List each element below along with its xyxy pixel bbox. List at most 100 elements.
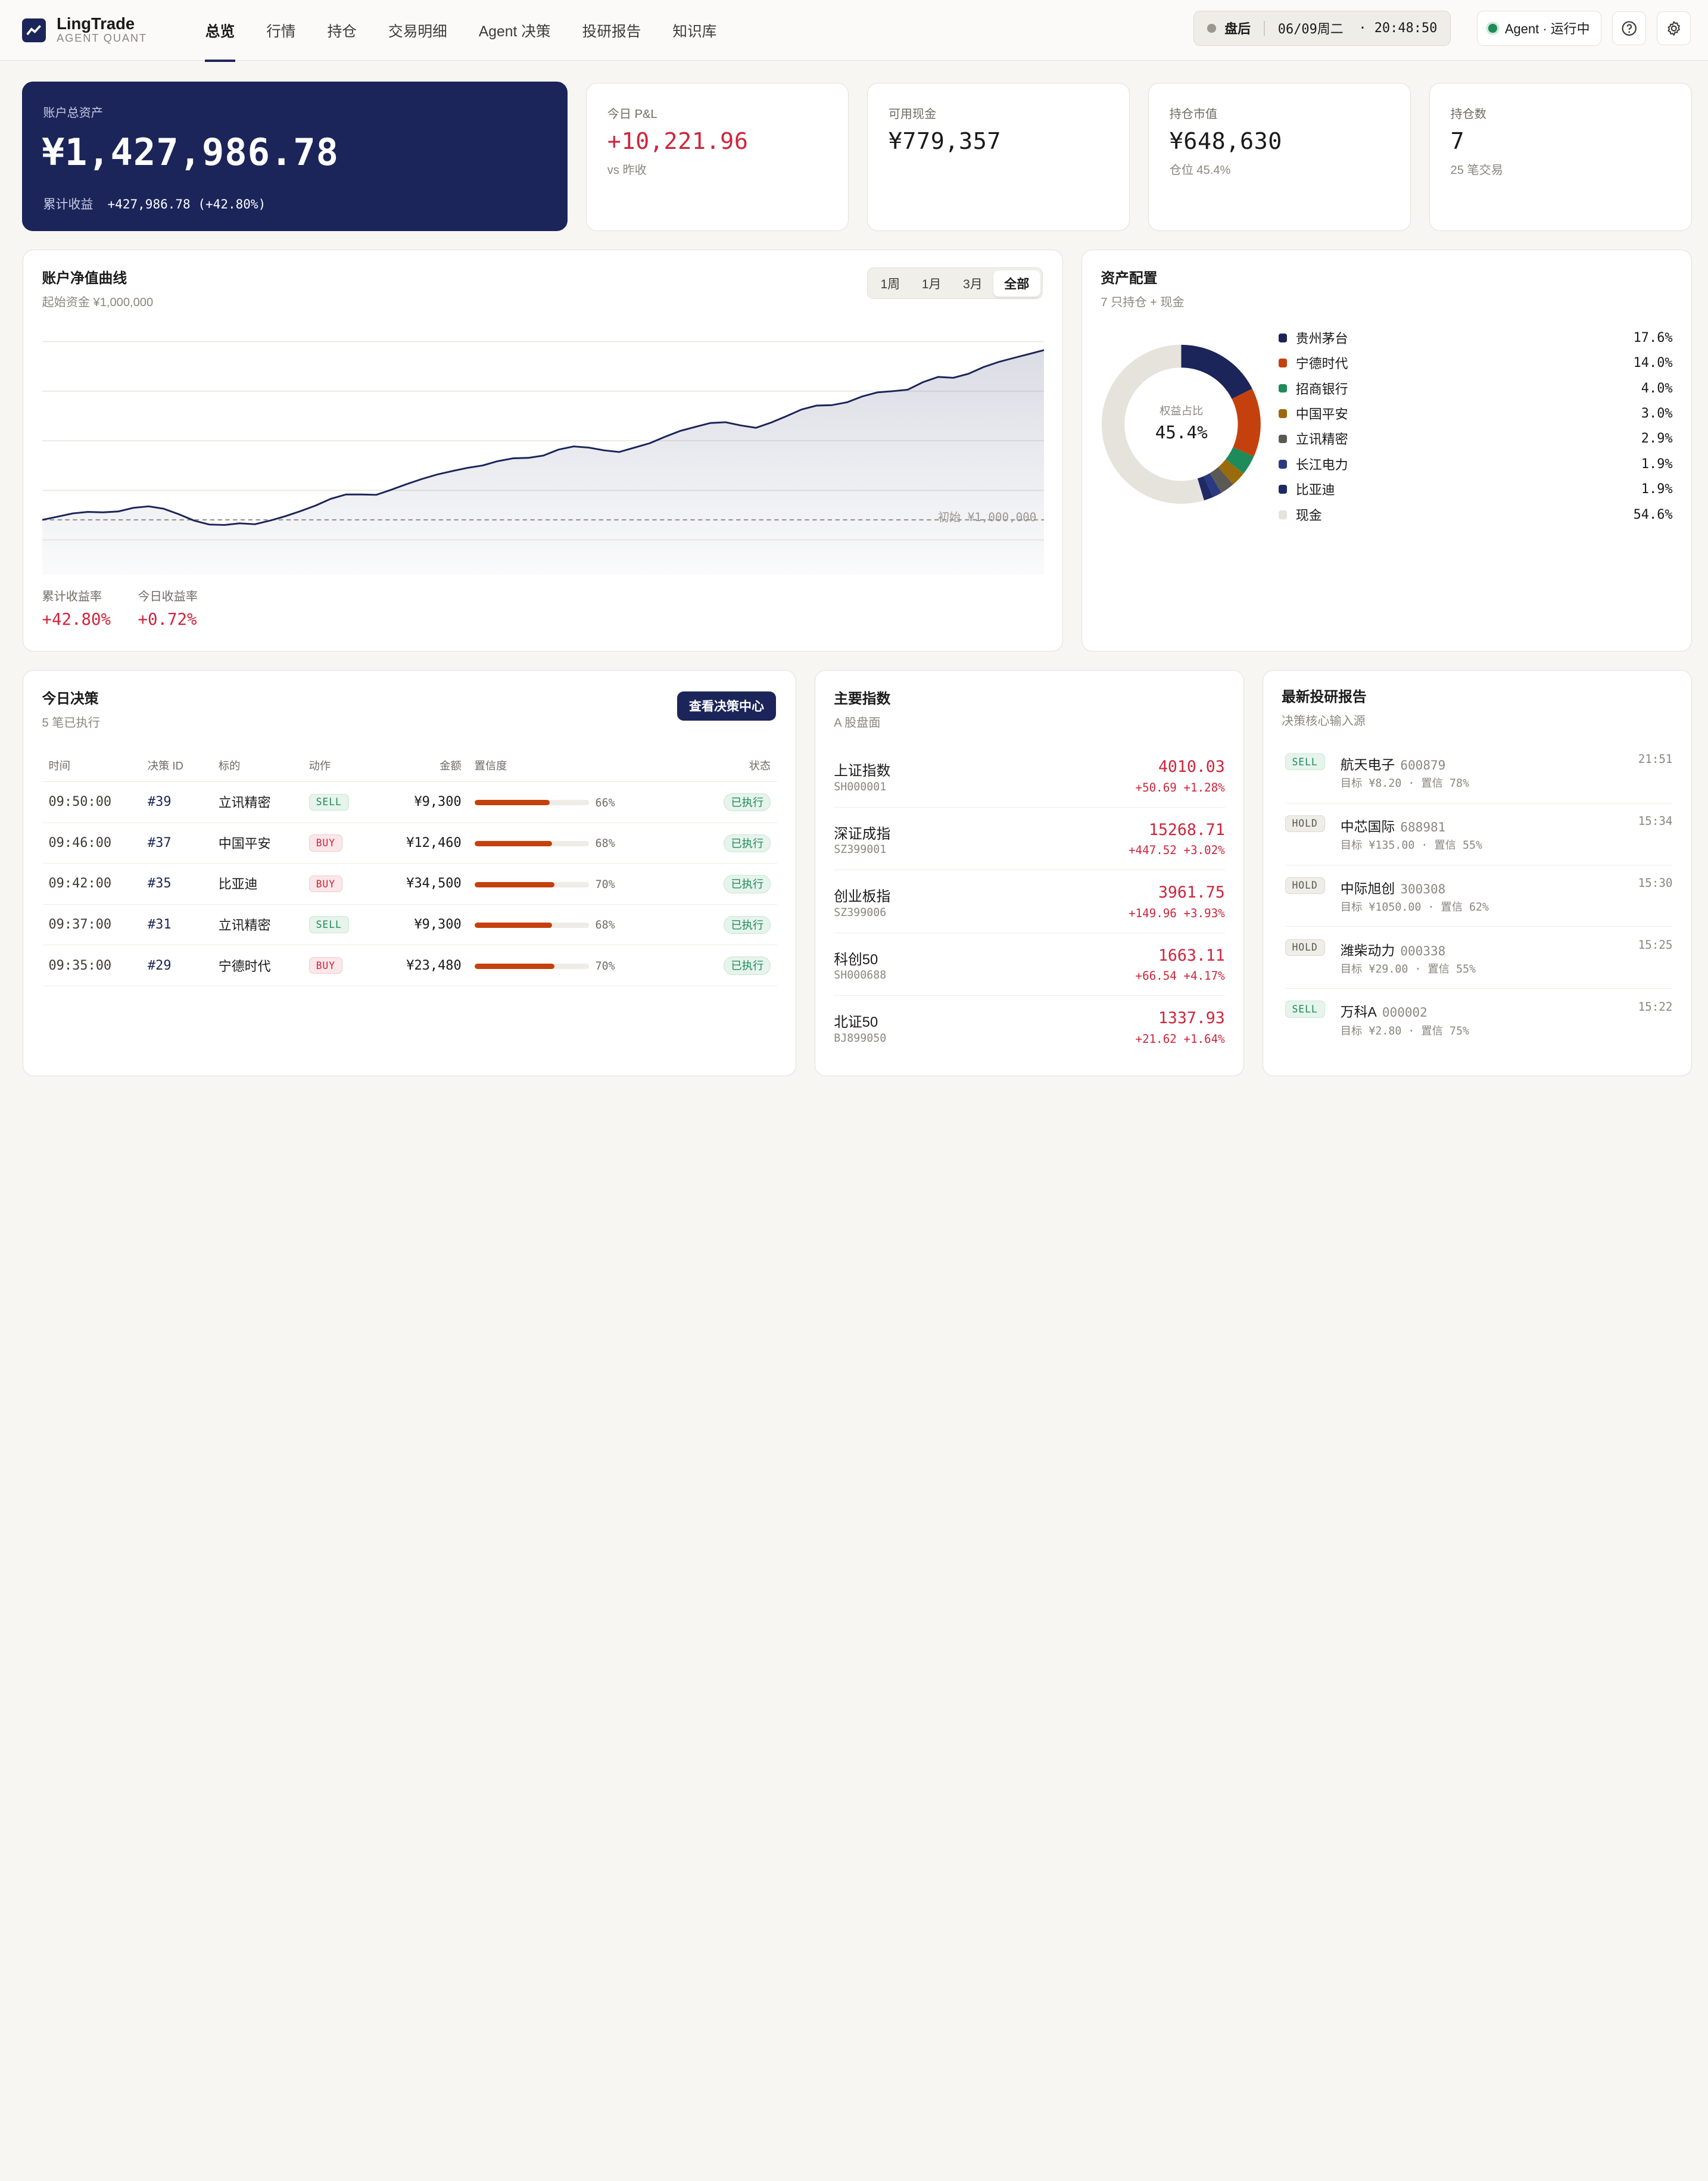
legend-name: 宁德时代 bbox=[1295, 356, 1348, 372]
list-item[interactable]: SELL 万科A 000002 目标 ¥2.80 · 置信 75% 15:22 bbox=[1285, 989, 1673, 1051]
index-code: SH000001 bbox=[834, 780, 887, 793]
confidence-bar-fill bbox=[474, 963, 555, 969]
list-item[interactable]: 北证50 BJ899050 1337.93 +21.62 +1.64% bbox=[834, 996, 1224, 1059]
range-1m[interactable]: 1月 bbox=[921, 277, 942, 291]
list-item[interactable]: HOLD 潍柴动力 000338 目标 ¥29.00 · 置信 55% 15:25 bbox=[1285, 927, 1673, 989]
nav-knowledge[interactable]: 知识库 bbox=[672, 23, 717, 40]
donut-slice-2[interactable] bbox=[1226, 447, 1254, 474]
list-item[interactable]: 创业板指 SZ399006 3961.75 +149.96 +3.93% bbox=[834, 870, 1225, 933]
decision-id[interactable]: #35 bbox=[147, 863, 219, 905]
legend-name: 长江电力 bbox=[1295, 457, 1348, 472]
nav-agent-decisions[interactable]: Agent 决策 bbox=[478, 23, 551, 40]
donut-slice-5[interactable] bbox=[1204, 473, 1222, 497]
donut-slice-0[interactable] bbox=[1181, 344, 1253, 399]
action-badge: BUY bbox=[308, 875, 343, 893]
status-badge: 已执行 bbox=[724, 834, 771, 852]
nav-curve-title: 账户净值曲线 bbox=[42, 270, 127, 287]
decision-amount: ¥23,480 bbox=[385, 945, 475, 986]
total-assets-label: 账户总资产 bbox=[43, 106, 103, 120]
legend-item: 招商银行 4.0% bbox=[1278, 376, 1673, 401]
list-item[interactable]: 上证指数 SH000001 4010.03 +50.69 +1.28% bbox=[834, 744, 1225, 808]
help-button[interactable] bbox=[1612, 11, 1646, 45]
table-row[interactable]: 09:50:00 #39 立讯精密 SELL ¥9,300 66% 已执行 bbox=[43, 781, 778, 823]
baseline-label: 初始 ¥1,000,000 bbox=[937, 510, 1037, 525]
table-row[interactable]: 09:35:00 #29 宁德时代 BUY ¥23,480 70% 已执行 bbox=[43, 945, 778, 986]
legend-swatch bbox=[1278, 485, 1288, 494]
decision-status: 已执行 bbox=[670, 904, 778, 946]
legend-item: 现金 54.6% bbox=[1278, 502, 1673, 527]
market-date: 06/09周二 bbox=[1277, 22, 1344, 38]
legend-pct: 4.0% bbox=[1641, 381, 1673, 396]
nav-trades[interactable]: 交易明细 bbox=[388, 23, 447, 40]
total-assets-value: ¥1,427,986.78 bbox=[42, 130, 339, 174]
table-row[interactable]: 09:37:00 #31 立讯精密 SELL ¥9,300 68% 已执行 bbox=[43, 904, 778, 946]
report-action-badge: HOLD bbox=[1285, 939, 1325, 956]
list-item[interactable]: HOLD 中芯国际 688981 目标 ¥135.00 · 置信 55% 15:34 bbox=[1285, 803, 1673, 865]
status-badge: 已执行 bbox=[724, 875, 771, 893]
donut-slice-3[interactable] bbox=[1218, 459, 1244, 485]
report-action-badge: SELL bbox=[1285, 753, 1325, 771]
nav-overview[interactable]: 总览 bbox=[189, 0, 250, 62]
nav-research[interactable]: 投研报告 bbox=[582, 23, 641, 40]
decision-confidence: 70% bbox=[474, 945, 671, 986]
donut-slice-7[interactable] bbox=[1102, 344, 1205, 504]
allocation-donut bbox=[1102, 344, 1261, 504]
decision-id[interactable]: #39 bbox=[147, 781, 219, 823]
report-detail: 目标 ¥1050.00 · 置信 62% bbox=[1340, 901, 1489, 914]
col-amount: 金额 bbox=[385, 749, 475, 782]
list-item[interactable]: SELL 航天电子 600879 目标 ¥8.20 · 置信 78% 21:51 bbox=[1285, 741, 1673, 803]
donut-slice-4[interactable] bbox=[1210, 467, 1234, 493]
range-3m[interactable]: 3月 bbox=[963, 277, 983, 291]
index-name: 创业板指 bbox=[834, 889, 891, 905]
range-1w[interactable]: 1周 bbox=[880, 277, 900, 291]
market-time: · 20:48:50 bbox=[1358, 21, 1438, 36]
nav-market[interactable]: 行情 bbox=[266, 23, 296, 40]
table-row[interactable]: 09:42:00 #35 比亚迪 BUY ¥34,500 70% 已执行 bbox=[43, 863, 778, 905]
legend-swatch bbox=[1278, 384, 1288, 393]
allocation-legend: 贵州茅台 17.6% 宁德时代 14.0% 招商银行 4.0% 中国平安 3.0% 立讯精密 2.… bbox=[1278, 325, 1673, 527]
index-change: +447.52 +3.02% bbox=[1128, 843, 1225, 858]
donut-slice-6[interactable] bbox=[1198, 476, 1214, 501]
today-pnl-sub: vs 昨收 bbox=[607, 163, 647, 177]
legend-item: 长江电力 1.9% bbox=[1278, 451, 1673, 476]
table-row[interactable]: 09:46:00 #37 中国平安 BUY ¥12,460 68% 已执行 bbox=[43, 822, 778, 864]
list-item[interactable]: HOLD 中际旭创 300308 目标 ¥1050.00 · 置信 62% 15:30 bbox=[1285, 865, 1673, 927]
donut-slice-1[interactable] bbox=[1232, 388, 1261, 457]
view-decision-center-button[interactable]: 查看决策中心 bbox=[677, 691, 777, 721]
index-name: 科创50 bbox=[834, 951, 878, 968]
reports-subtitle: 决策核心输入源 bbox=[1282, 714, 1366, 728]
report-time: 15:34 bbox=[1638, 814, 1673, 828]
stat-value: +0.72% bbox=[138, 610, 197, 630]
decision-id[interactable]: #29 bbox=[147, 945, 219, 986]
allocation-title: 资产配置 bbox=[1101, 270, 1158, 287]
legend-swatch bbox=[1278, 460, 1288, 469]
decision-id[interactable]: #31 bbox=[147, 904, 219, 946]
nav-curve-chart bbox=[42, 341, 1045, 575]
index-value: 1337.93 bbox=[1158, 1009, 1225, 1028]
report-time: 15:22 bbox=[1638, 999, 1673, 1014]
legend-name: 贵州茅台 bbox=[1295, 331, 1348, 346]
range-all[interactable]: 全部 bbox=[993, 270, 1040, 297]
decision-confidence: 66% bbox=[474, 781, 671, 823]
decision-time: 09:37:00 bbox=[43, 904, 148, 946]
agent-status[interactable]: Agent · 运行中 bbox=[1477, 11, 1601, 46]
today-pnl-label: 今日 P&L bbox=[607, 107, 657, 121]
index-value: 1663.11 bbox=[1158, 946, 1225, 965]
status-badge: 已执行 bbox=[724, 793, 771, 812]
index-change: +66.54 +4.17% bbox=[1135, 969, 1225, 983]
report-detail: 目标 ¥2.80 · 置信 75% bbox=[1340, 1025, 1469, 1038]
list-item[interactable]: 科创50 SH000688 1663.11 +66.54 +4.17% bbox=[834, 933, 1225, 996]
range-selector: 1周 1月 3月 全部 bbox=[867, 267, 1043, 300]
legend-pct: 17.6% bbox=[1633, 330, 1673, 345]
decisions-table: 时间 决策 ID 标的 动作 金额 置信度 状态 09:50:00 #39 立讯精密… bbox=[43, 749, 778, 986]
market-value-value: ¥648,630 bbox=[1169, 127, 1282, 155]
list-item[interactable]: 深证成指 SZ399001 15268.71 +447.52 +3.02% bbox=[834, 808, 1225, 871]
brand[interactable]: LingTrade AGENT QUANT bbox=[21, 15, 185, 45]
settings-button[interactable] bbox=[1657, 11, 1691, 45]
nav-positions[interactable]: 持仓 bbox=[327, 23, 357, 40]
decision-id[interactable]: #37 bbox=[147, 822, 219, 864]
col-confidence: 置信度 bbox=[474, 749, 671, 782]
trade-count: 25 笔交易 bbox=[1450, 163, 1503, 177]
index-change: +50.69 +1.28% bbox=[1135, 780, 1225, 794]
stat-label: 今日收益率 bbox=[138, 590, 198, 604]
